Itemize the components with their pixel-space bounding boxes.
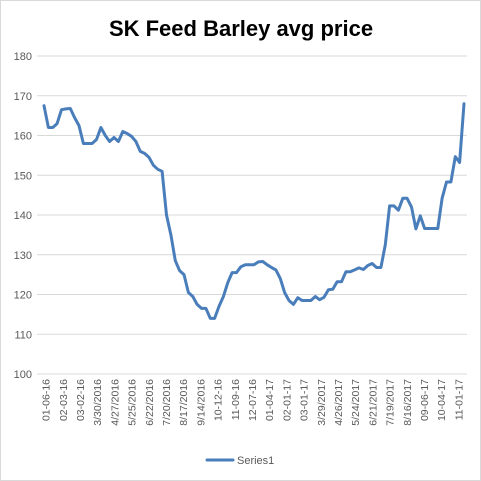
x-tick-label: 8/16/2017 bbox=[402, 379, 414, 426]
series-lines bbox=[42, 102, 466, 320]
x-tick-label: 01-04-17 bbox=[264, 379, 276, 421]
chart-title: SK Feed Barley avg price bbox=[109, 16, 373, 41]
y-tick-label: 170 bbox=[14, 91, 32, 103]
x-axis-ticks: 01-06-16 02-03-16 03-02-16 3/30/2016 4/27/20… bbox=[41, 379, 466, 426]
x-tick-label: 02-01-17 bbox=[281, 379, 293, 421]
x-tick-label: 9/14/2016 bbox=[195, 379, 207, 426]
y-tick-label: 160 bbox=[14, 131, 32, 143]
x-tick-label: 4/27/2016 bbox=[109, 379, 121, 426]
x-tick-label: 01-06-16 bbox=[41, 379, 53, 421]
y-tick-label: 140 bbox=[14, 210, 32, 222]
x-tick-label: 8/17/2016 bbox=[178, 379, 190, 426]
x-tick-label: 4/26/2017 bbox=[333, 379, 345, 426]
x-tick-label: 6/21/2017 bbox=[367, 379, 379, 426]
y-axis-ticks: 100 110 120 130 140 150 160 170 180 bbox=[14, 51, 32, 381]
x-tick-label: 10-12-16 bbox=[213, 379, 225, 421]
x-tick-label: 11-09-16 bbox=[230, 379, 242, 420]
x-tick-label: 5/24/2017 bbox=[350, 379, 362, 426]
legend: Series1 bbox=[205, 455, 274, 467]
legend-label-series1: Series1 bbox=[237, 455, 274, 467]
x-tick-label: 03-02-16 bbox=[75, 379, 87, 421]
series-line-1 bbox=[42, 102, 466, 320]
y-tick-label: 100 bbox=[14, 369, 32, 381]
gridlines bbox=[37, 55, 467, 375]
x-tick-label: 11-01-17 bbox=[453, 379, 465, 420]
x-tick-label: 7/19/2017 bbox=[385, 379, 397, 426]
y-tick-label: 180 bbox=[14, 51, 32, 63]
x-tick-label: 7/20/2016 bbox=[161, 379, 173, 426]
y-tick-label: 120 bbox=[14, 290, 32, 302]
y-tick-label: 150 bbox=[14, 170, 32, 182]
x-tick-label: 12-07-16 bbox=[247, 379, 259, 421]
x-tick-label: 5/25/2016 bbox=[127, 379, 139, 426]
y-tick-label: 110 bbox=[14, 329, 32, 341]
x-tick-label: 09-06-17 bbox=[419, 379, 431, 421]
x-tick-label: 10-04-17 bbox=[436, 379, 448, 421]
x-tick-label: 03-01-17 bbox=[299, 379, 311, 421]
x-tick-label: 3/30/2016 bbox=[92, 379, 104, 426]
y-tick-label: 130 bbox=[14, 250, 32, 262]
x-tick-label: 02-03-16 bbox=[58, 379, 70, 421]
x-tick-label: 3/29/2017 bbox=[316, 379, 328, 426]
x-tick-label: 6/22/2016 bbox=[144, 379, 156, 426]
